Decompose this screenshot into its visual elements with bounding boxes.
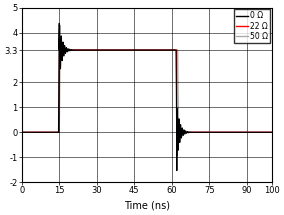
Legend: 0 Ω, 22 Ω, 50 Ω: 0 Ω, 22 Ω, 50 Ω [234,9,270,43]
X-axis label: Time (ns): Time (ns) [124,201,170,211]
